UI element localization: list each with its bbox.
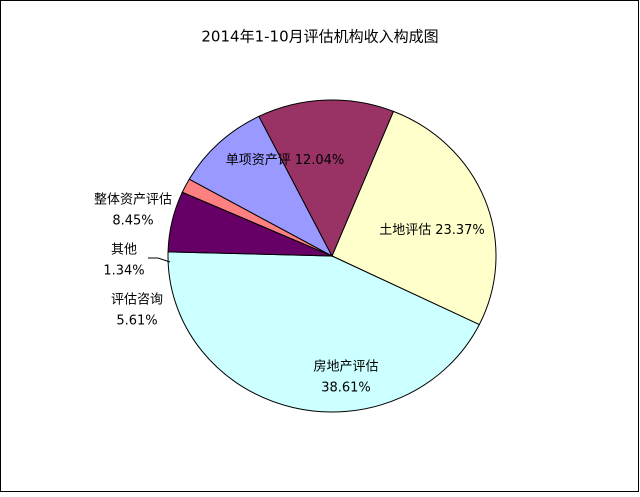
slice-label: 单项资产评	[226, 153, 291, 168]
slice-label: 土地评估	[379, 223, 431, 238]
value-label: 8.45%	[112, 214, 153, 229]
value-label: 12.04%	[295, 153, 345, 168]
pie-slice	[258, 99, 395, 258]
value-label: 1.34%	[103, 264, 144, 279]
pie-slice	[167, 251, 480, 413]
slice-label: 其他	[111, 243, 137, 258]
pie-slice	[331, 110, 497, 326]
slice-label: 整体资产评估	[94, 193, 172, 208]
value-label: 5.61%	[116, 314, 157, 329]
slice-label: 评估咨询	[111, 293, 163, 308]
value-label: 23.37%	[435, 223, 485, 238]
slice-label-group: 土地评估 23.37%	[379, 223, 485, 238]
slice-label-group: 单项资产评 12.04%	[226, 153, 345, 168]
value-label: 38.61%	[321, 381, 371, 396]
pie-slice	[188, 115, 334, 258]
slice-label: 房地产评估	[313, 359, 378, 375]
chart-title: 2014年1-10月评估机构收入构成图	[201, 28, 438, 46]
leader-line	[148, 257, 171, 263]
